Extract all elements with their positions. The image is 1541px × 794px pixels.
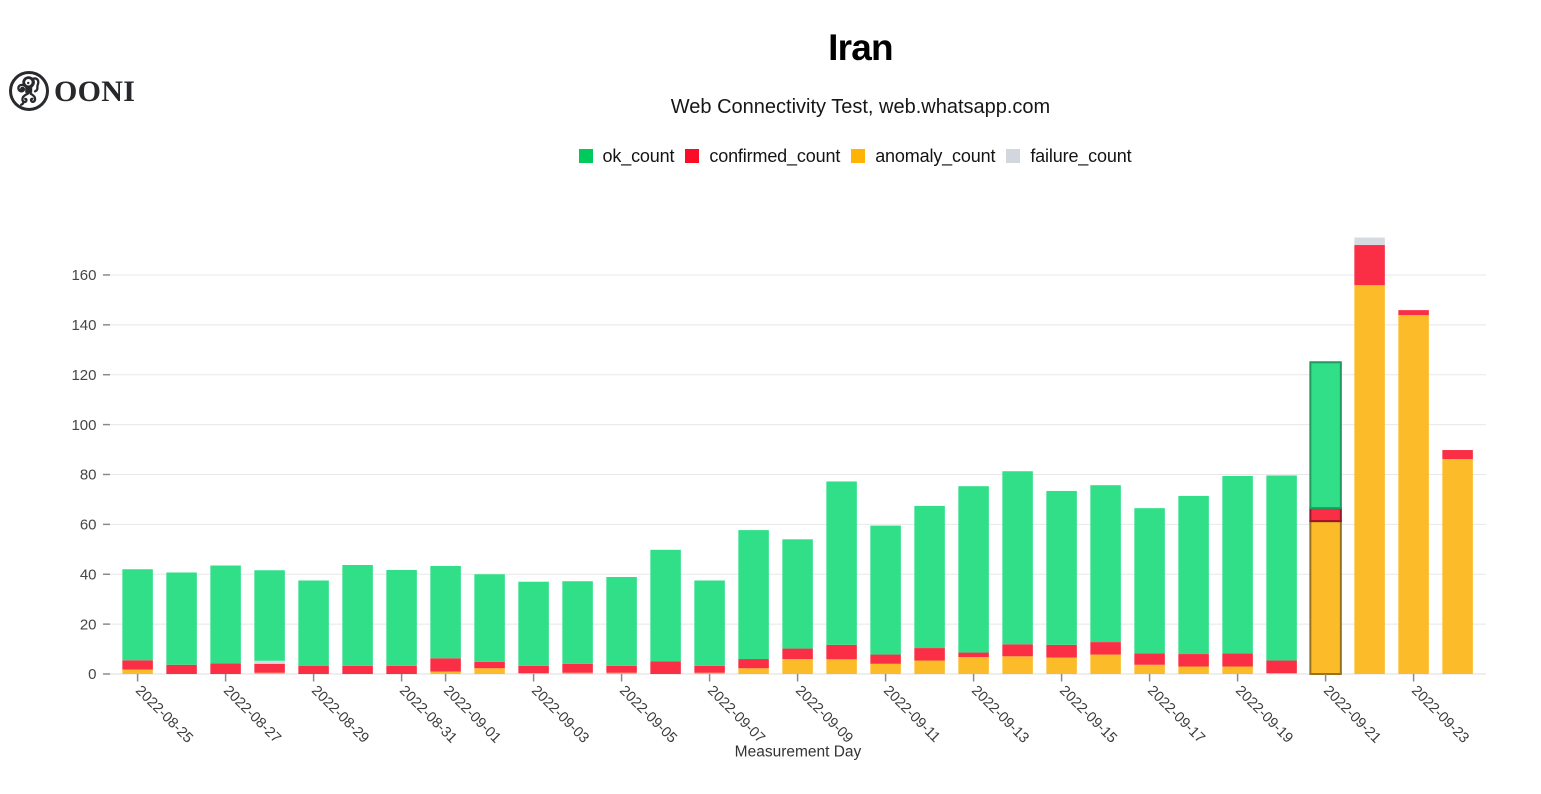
- svg-text:2022-09-09: 2022-09-09: [792, 683, 856, 747]
- svg-text:2022-09-03: 2022-09-03: [528, 683, 592, 747]
- svg-text:40: 40: [80, 566, 97, 583]
- svg-text:2022-09-07: 2022-09-07: [704, 683, 768, 747]
- svg-text:140: 140: [71, 317, 96, 334]
- svg-text:2022-08-27: 2022-08-27: [220, 683, 284, 747]
- svg-text:2022-09-15: 2022-09-15: [1056, 683, 1120, 747]
- svg-text:2022-09-19: 2022-09-19: [1232, 683, 1296, 747]
- svg-text:160: 160: [71, 267, 96, 284]
- svg-text:2022-09-05: 2022-09-05: [616, 683, 680, 747]
- svg-text:60: 60: [80, 517, 97, 534]
- svg-text:2022-09-13: 2022-09-13: [968, 683, 1032, 747]
- svg-text:100: 100: [71, 417, 96, 434]
- svg-text:20: 20: [80, 616, 97, 633]
- svg-text:2022-09-11: 2022-09-11: [880, 683, 943, 746]
- svg-text:2022-08-25: 2022-08-25: [132, 683, 196, 747]
- svg-text:80: 80: [80, 467, 97, 484]
- svg-text:2022-09-23: 2022-09-23: [1408, 683, 1472, 747]
- svg-text:Measurement Day: Measurement Day: [735, 744, 862, 761]
- svg-text:2022-09-17: 2022-09-17: [1144, 683, 1208, 747]
- svg-text:2022-08-29: 2022-08-29: [308, 683, 372, 747]
- svg-text:0: 0: [88, 666, 96, 683]
- svg-text:120: 120: [71, 367, 96, 384]
- svg-text:2022-09-21: 2022-09-21: [1320, 683, 1384, 747]
